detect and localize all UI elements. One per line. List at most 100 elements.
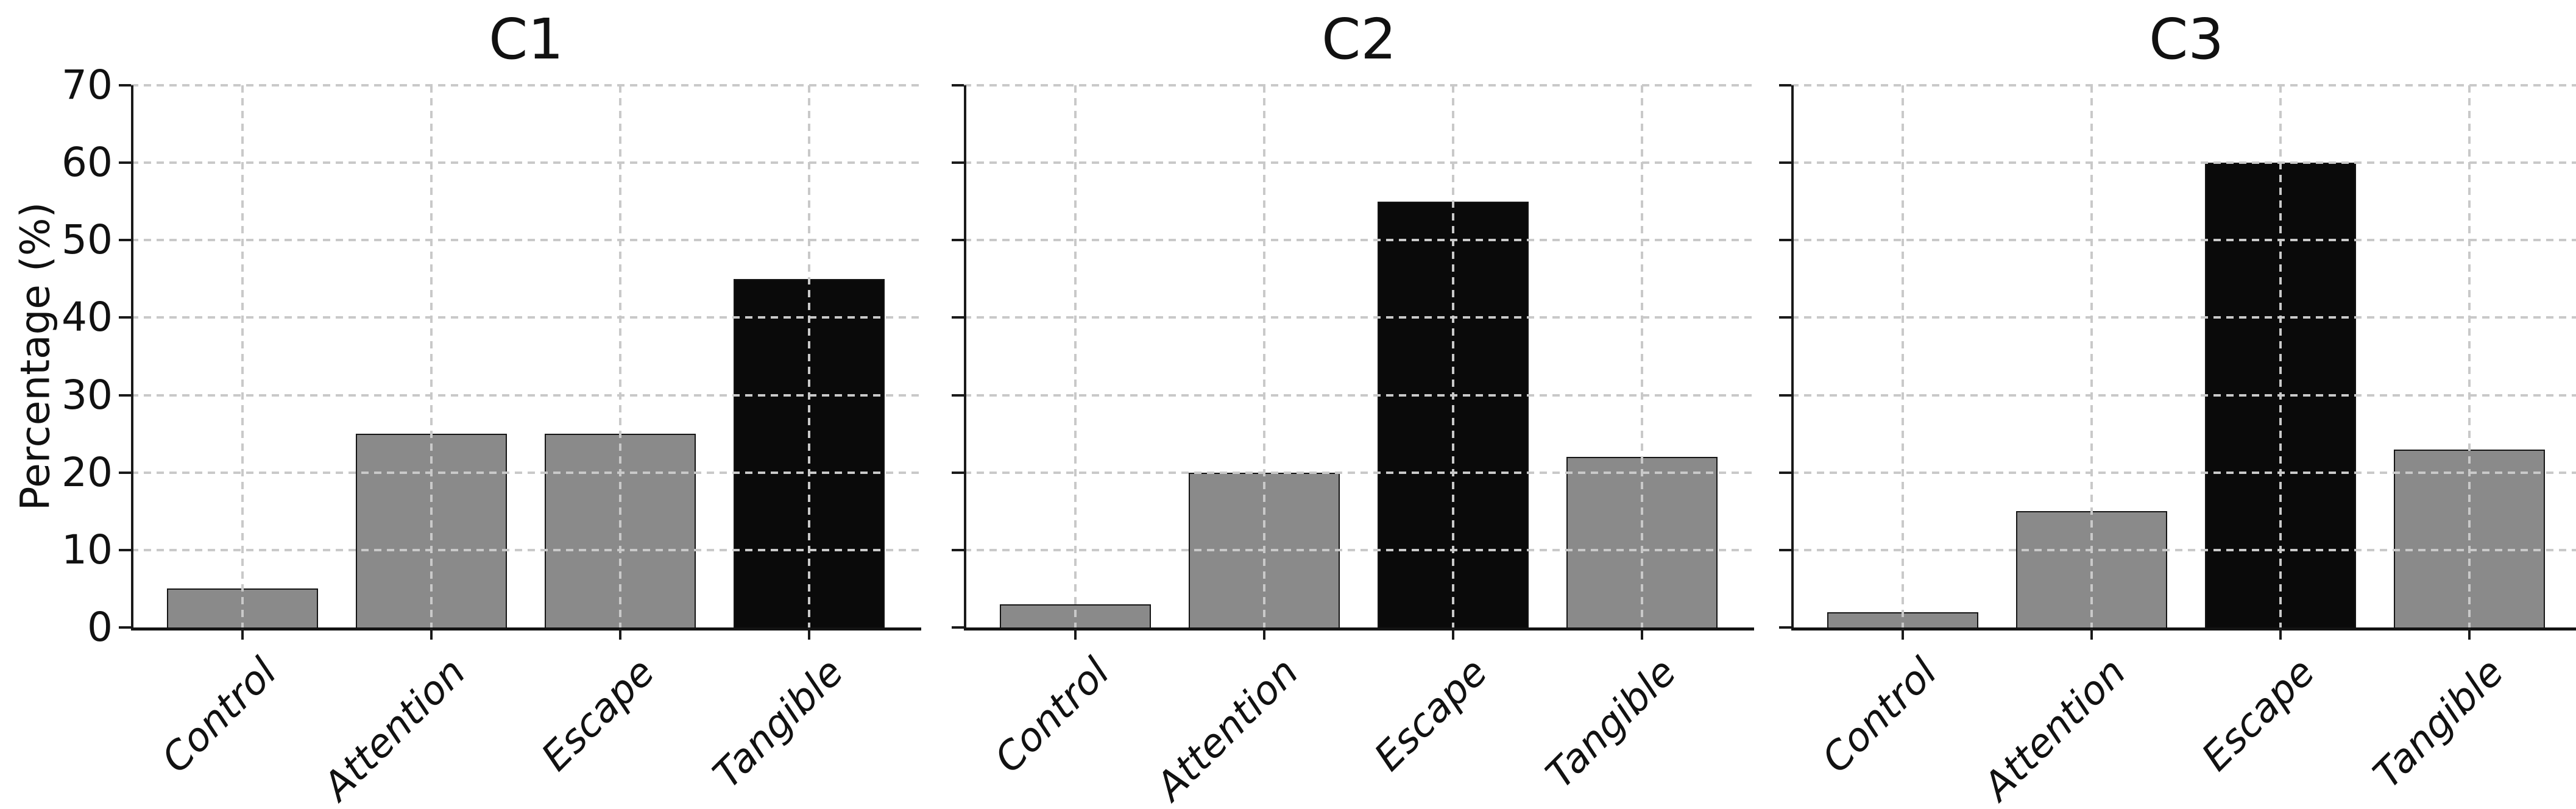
chart-panel-c3: C3 Control Attention Escape Tangible <box>1779 0 2576 809</box>
figure: Percentage (%) C1 0 10 20 30 40 50 60 70 Control A… <box>12 0 2576 809</box>
x-tick-mark-tangible <box>808 627 810 640</box>
gridline-h-10 <box>131 548 921 551</box>
gridline-v-control <box>1902 85 1904 627</box>
gridline-h-10 <box>964 548 1754 551</box>
x-axis-spine <box>1791 627 2576 631</box>
gridline-h-50 <box>131 239 921 242</box>
gridline-h-60 <box>964 161 1754 164</box>
x-tick-mark-attention <box>2090 627 2093 640</box>
x-tick-label-tangible: Tangible <box>2365 649 2513 797</box>
gridline-v-escape <box>619 85 621 627</box>
y-tick-label-30: 30 <box>62 371 113 419</box>
y-tick-mark-70 <box>119 84 131 87</box>
y-tick-mark-70 <box>952 84 964 87</box>
y-tick-label-70: 70 <box>62 62 113 108</box>
y-tick-mark-20 <box>119 471 131 474</box>
gridline-h-10 <box>1791 548 2576 551</box>
gridline-v-tangible <box>2468 85 2471 627</box>
gridline-v-escape <box>1452 85 1454 627</box>
y-tick-mark-0 <box>1779 626 1791 629</box>
y-tick-mark-20 <box>1779 471 1791 474</box>
gridline-v-attention <box>430 85 433 627</box>
y-tick-mark-20 <box>952 471 964 474</box>
x-tick-label-control: Control <box>153 649 286 782</box>
y-tick-mark-60 <box>952 161 964 164</box>
y-axis-spine <box>964 85 966 627</box>
x-tick-label-escape: Escape <box>533 649 663 780</box>
y-tick-mark-10 <box>1779 548 1791 551</box>
gridline-v-tangible <box>808 85 810 627</box>
x-tick-mark-attention <box>1263 627 1265 640</box>
y-tick-label-60: 60 <box>62 139 113 186</box>
gridline-h-40 <box>1791 316 2576 319</box>
y-tick-mark-10 <box>952 548 964 551</box>
gridline-h-40 <box>964 316 1754 319</box>
x-tick-label-control: Control <box>1813 649 1946 782</box>
y-tick-mark-10 <box>119 548 131 551</box>
y-tick-label-40: 40 <box>62 294 113 341</box>
y-tick-mark-0 <box>119 626 131 629</box>
gridline-h-20 <box>964 471 1754 474</box>
gridline-h-60 <box>131 161 921 164</box>
y-tick-mark-50 <box>952 239 964 242</box>
gridline-h-30 <box>131 394 921 397</box>
y-tick-label-20: 20 <box>62 448 113 496</box>
gridline-h-70 <box>964 84 1754 87</box>
y-tick-mark-60 <box>119 161 131 164</box>
x-tick-mark-control <box>1902 627 1904 640</box>
x-tick-mark-tangible <box>1641 627 1643 640</box>
gridline-v-attention <box>2090 85 2093 627</box>
gridline-v-escape <box>2279 85 2282 627</box>
gridline-h-30 <box>1791 394 2576 397</box>
x-tick-label-escape: Escape <box>1366 649 1496 780</box>
gridline-v-tangible <box>1641 85 1643 627</box>
chart-title: C2 <box>1322 7 1396 72</box>
x-tick-label-attention: Attention <box>314 649 475 809</box>
gridline-h-70 <box>1791 84 2576 87</box>
y-tick-mark-40 <box>119 316 131 319</box>
y-tick-label-50: 50 <box>62 216 113 264</box>
gridline-h-40 <box>131 316 921 319</box>
y-tick-mark-40 <box>1779 316 1791 319</box>
y-axis-spine <box>131 85 133 627</box>
x-tick-mark-escape <box>2279 627 2282 640</box>
x-tick-label-attention: Attention <box>1147 649 1307 809</box>
x-tick-label-control: Control <box>986 649 1119 782</box>
chart-title: C3 <box>2149 7 2224 72</box>
y-tick-mark-60 <box>1779 161 1791 164</box>
gridline-h-20 <box>131 471 921 474</box>
x-tick-label-escape: Escape <box>2193 649 2324 780</box>
chart-panel-c2: C2 Control Attention Escape Tangible <box>952 0 1754 809</box>
y-tick-mark-30 <box>119 394 131 397</box>
y-tick-mark-50 <box>1779 239 1791 242</box>
gridline-v-control <box>241 85 244 627</box>
plot-area: 0 10 20 30 40 50 60 70 Control Attention Escape Tan… <box>62 65 921 809</box>
x-tick-mark-escape <box>1452 627 1454 640</box>
y-tick-label-10: 10 <box>62 526 113 573</box>
x-tick-mark-control <box>241 627 244 640</box>
x-tick-mark-attention <box>430 627 433 640</box>
x-tick-label-attention: Attention <box>1975 649 2135 809</box>
gridline-h-20 <box>1791 471 2576 474</box>
gridline-h-70 <box>131 84 921 87</box>
gridline-h-50 <box>964 239 1754 242</box>
y-tick-mark-50 <box>119 239 131 242</box>
y-tick-mark-0 <box>952 626 964 629</box>
x-tick-label-tangible: Tangible <box>704 649 852 797</box>
plot-area: Control Attention Escape Tangible <box>952 84 1754 809</box>
gridline-h-50 <box>1791 239 2576 242</box>
x-tick-mark-control <box>1074 627 1077 640</box>
chart-title: C1 <box>489 7 564 72</box>
x-axis-spine <box>131 627 921 631</box>
gridline-h-30 <box>964 394 1754 397</box>
y-axis-spine <box>1791 85 1794 627</box>
x-tick-label-tangible: Tangible <box>1537 649 1685 797</box>
chart-panel-c1: C1 0 10 20 30 40 50 60 70 Control Attention Escape T… <box>62 0 921 809</box>
y-tick-mark-30 <box>952 394 964 397</box>
x-tick-mark-escape <box>619 627 621 640</box>
plot-area: Control Attention Escape Tangible <box>1779 84 2576 809</box>
gridline-v-attention <box>1263 85 1265 627</box>
y-tick-mark-30 <box>1779 394 1791 397</box>
y-tick-mark-40 <box>952 316 964 319</box>
y-tick-mark-70 <box>1779 84 1791 87</box>
